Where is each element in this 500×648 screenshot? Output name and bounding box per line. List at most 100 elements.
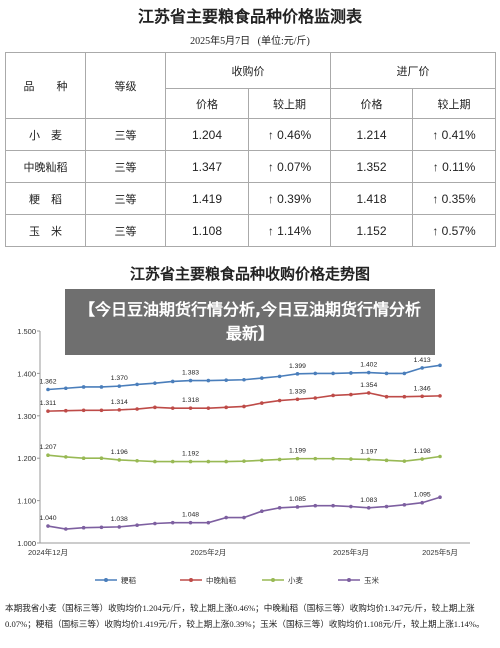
data-label: 1.197 (360, 448, 377, 455)
y-tick-label: 1.500 (17, 327, 36, 336)
point (170, 520, 175, 525)
point (117, 458, 122, 462)
point (260, 401, 264, 405)
point (420, 366, 424, 370)
table-row: 粳 稻三等 1.419 ↑ 0.39% 1.418 ↑ 0.35% (5, 182, 496, 215)
overlay-banner[interactable]: 【今日豆油期货行情分析,今日豆油期货行情分析最新】 (65, 289, 435, 355)
data-label: 1.354 (360, 382, 377, 389)
point (46, 387, 50, 392)
point (135, 523, 139, 527)
point (313, 371, 318, 376)
point (135, 458, 139, 463)
point (420, 500, 424, 505)
column-header: 等级 (85, 52, 166, 119)
point (366, 391, 371, 395)
sub-header: 价格 (330, 88, 413, 119)
data-label: 1.346 (414, 385, 431, 392)
point (402, 459, 407, 463)
data-label: 1.038 (111, 516, 128, 523)
point (313, 396, 318, 400)
point (384, 458, 389, 463)
point (206, 459, 211, 464)
data-label: 1.314 (111, 399, 128, 406)
x-tick-label: 2025年5月 (422, 547, 458, 557)
point (295, 397, 300, 402)
table-cell: 1.418 (330, 182, 413, 215)
table-row: 中晚籼稻 三等 1.347 ↑ 0.07% 1.352 ↑ 0.11% (5, 150, 496, 183)
point (349, 504, 353, 509)
data-label: 1.083 (360, 497, 377, 504)
point (81, 408, 86, 413)
point (153, 459, 157, 464)
point (366, 457, 371, 462)
point (224, 378, 228, 382)
column-header: 进厂价 (330, 52, 496, 89)
point (260, 509, 264, 513)
point (277, 457, 282, 462)
data-label: 1.318 (182, 397, 199, 404)
point (206, 520, 211, 525)
table-cell: ↑ 0.57% (412, 214, 496, 247)
data-label: 1.095 (414, 492, 431, 499)
point (384, 394, 389, 399)
point (117, 384, 122, 388)
point (420, 457, 424, 461)
point (188, 378, 193, 383)
table-cell: 1.352 (330, 150, 413, 183)
point (46, 453, 50, 458)
legend-marker (189, 578, 193, 582)
point (349, 371, 353, 375)
table-cell: ↑ 0.46% (248, 118, 331, 151)
table-cell: ↑ 1.14% (248, 214, 331, 247)
point (438, 495, 442, 500)
point (366, 506, 371, 510)
y-tick-label: 1.000 (17, 539, 36, 548)
data-label: 1.362 (39, 379, 56, 386)
point (331, 456, 335, 461)
data-label: 1.199 (289, 448, 306, 455)
point (277, 374, 282, 379)
point (277, 398, 282, 403)
point (224, 405, 228, 410)
table-cell: ↑ 0.41% (412, 118, 496, 151)
point (420, 394, 424, 399)
point (135, 382, 139, 387)
footer-note: 本期我省小麦（国标三等）收购均价1.204元/斤，较上期上涨0.46%；中晚籼稻… (5, 603, 485, 629)
point (366, 370, 371, 375)
point (295, 505, 300, 509)
series-line (47, 496, 441, 530)
point (349, 392, 353, 397)
table-row: 小 麦三等 1.204 ↑ 0.46% 1.214 ↑ 0.41% (5, 118, 496, 151)
data-label: 1.399 (289, 363, 306, 370)
table-cell: 粳 稻 (5, 182, 86, 215)
point (260, 376, 264, 380)
table-cell: 三等 (85, 214, 166, 247)
data-label: 1.196 (111, 449, 128, 456)
point (206, 406, 211, 410)
point (224, 515, 228, 520)
legend-label: 玉米 (364, 575, 379, 585)
table-cell: 1.204 (165, 118, 249, 151)
data-label: 1.048 (182, 512, 199, 519)
point (331, 371, 335, 376)
series-line (47, 392, 441, 412)
point (153, 381, 157, 385)
point (153, 521, 157, 526)
table-cell: 中晚籼稻 (5, 150, 86, 183)
legend-label: 粳稻 (121, 575, 136, 585)
point (384, 504, 389, 509)
column-header: 品 种 (5, 52, 86, 119)
x-tick-label: 2025年3月 (333, 547, 369, 557)
data-label: 1.413 (414, 357, 431, 364)
data-label: 1.402 (360, 362, 377, 369)
sub-header: 较上期 (248, 88, 331, 119)
x-tick-label: 2025年2月 (190, 547, 226, 557)
legend-marker (104, 578, 108, 582)
point (313, 456, 318, 461)
table-cell: 1.214 (330, 118, 413, 151)
data-label: 1.311 (40, 400, 57, 407)
data-label: 1.370 (111, 375, 128, 382)
sub-header: 价格 (165, 88, 249, 119)
point (170, 459, 175, 464)
table-cell: ↑ 0.11% (412, 150, 496, 183)
